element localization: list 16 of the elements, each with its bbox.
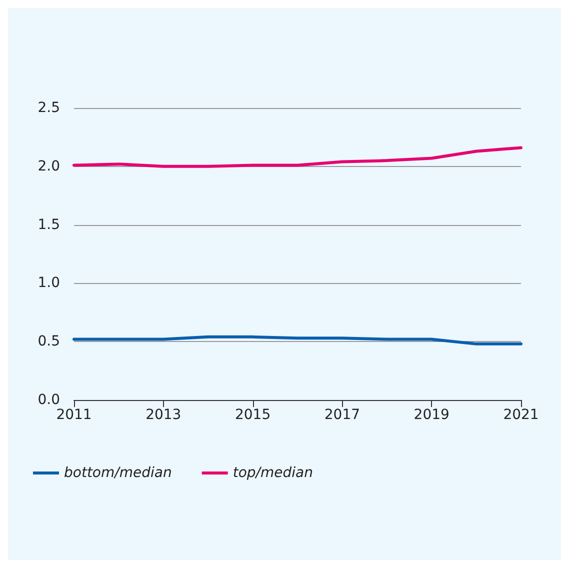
y-tick-label: 0.0 <box>38 392 60 408</box>
y-tick-label: 0.5 <box>38 334 60 350</box>
x-tick-label: 2019 <box>414 407 450 423</box>
line-series <box>72 335 522 346</box>
line-series <box>72 146 522 168</box>
y-tick-label: 2.0 <box>38 158 60 174</box>
y-tick-label: 1.5 <box>38 216 60 233</box>
legend-label: bottom/median <box>64 465 172 481</box>
legend-label: top/median <box>232 465 313 481</box>
x-tick-label: 2011 <box>56 407 92 423</box>
y-tick-label: 1.0 <box>38 275 60 292</box>
x-tick-label: 2013 <box>146 407 182 423</box>
x-tick-label: 2021 <box>503 407 539 423</box>
x-tick-label: 2015 <box>234 407 271 423</box>
y-tick-label: 2.5 <box>38 100 60 116</box>
x-tick-label: 2017 <box>324 407 360 423</box>
